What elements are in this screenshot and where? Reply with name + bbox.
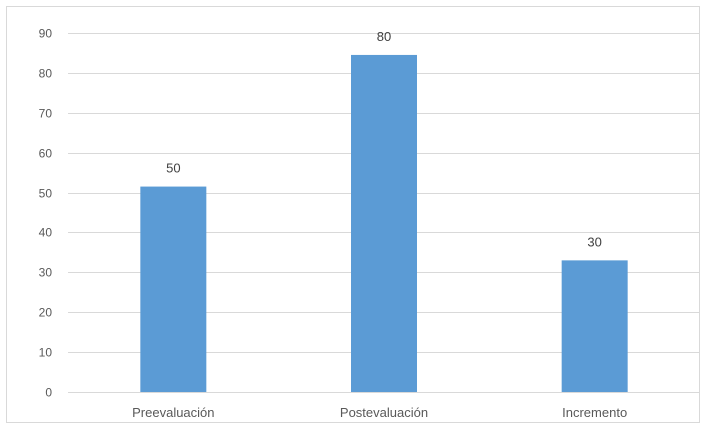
data-label-3: 30 — [587, 234, 601, 249]
y-tick-label-80: 80 — [39, 67, 53, 81]
category-label-2: Postevaluación — [340, 405, 428, 420]
bar-3 — [561, 260, 628, 392]
y-tick-label-50: 50 — [39, 187, 53, 201]
y-tick-label-60: 60 — [39, 147, 53, 161]
data-label-2: 80 — [377, 29, 391, 44]
y-tick-label-30: 30 — [39, 266, 53, 280]
bar-2 — [351, 54, 417, 392]
data-labels: 50 80 30 — [166, 29, 602, 249]
y-tick-label-70: 70 — [39, 107, 53, 121]
y-tick-label-90: 90 — [39, 27, 53, 41]
y-tick-label-0: 0 — [45, 386, 52, 400]
category-label-1: Preevaluación — [132, 405, 214, 420]
data-label-1: 50 — [166, 161, 180, 176]
y-tick-label-10: 10 — [39, 346, 53, 360]
y-tick-label-20: 20 — [39, 306, 53, 320]
y-tick-label-40: 40 — [39, 226, 53, 240]
y-axis-tick-labels: 0 10 20 30 40 50 60 70 80 90 — [39, 27, 53, 400]
x-axis-category-labels: Preevaluación Postevaluación Incremento — [132, 405, 627, 420]
bar-1 — [140, 186, 207, 392]
bars — [140, 54, 628, 392]
category-label-3: Incremento — [562, 405, 627, 420]
